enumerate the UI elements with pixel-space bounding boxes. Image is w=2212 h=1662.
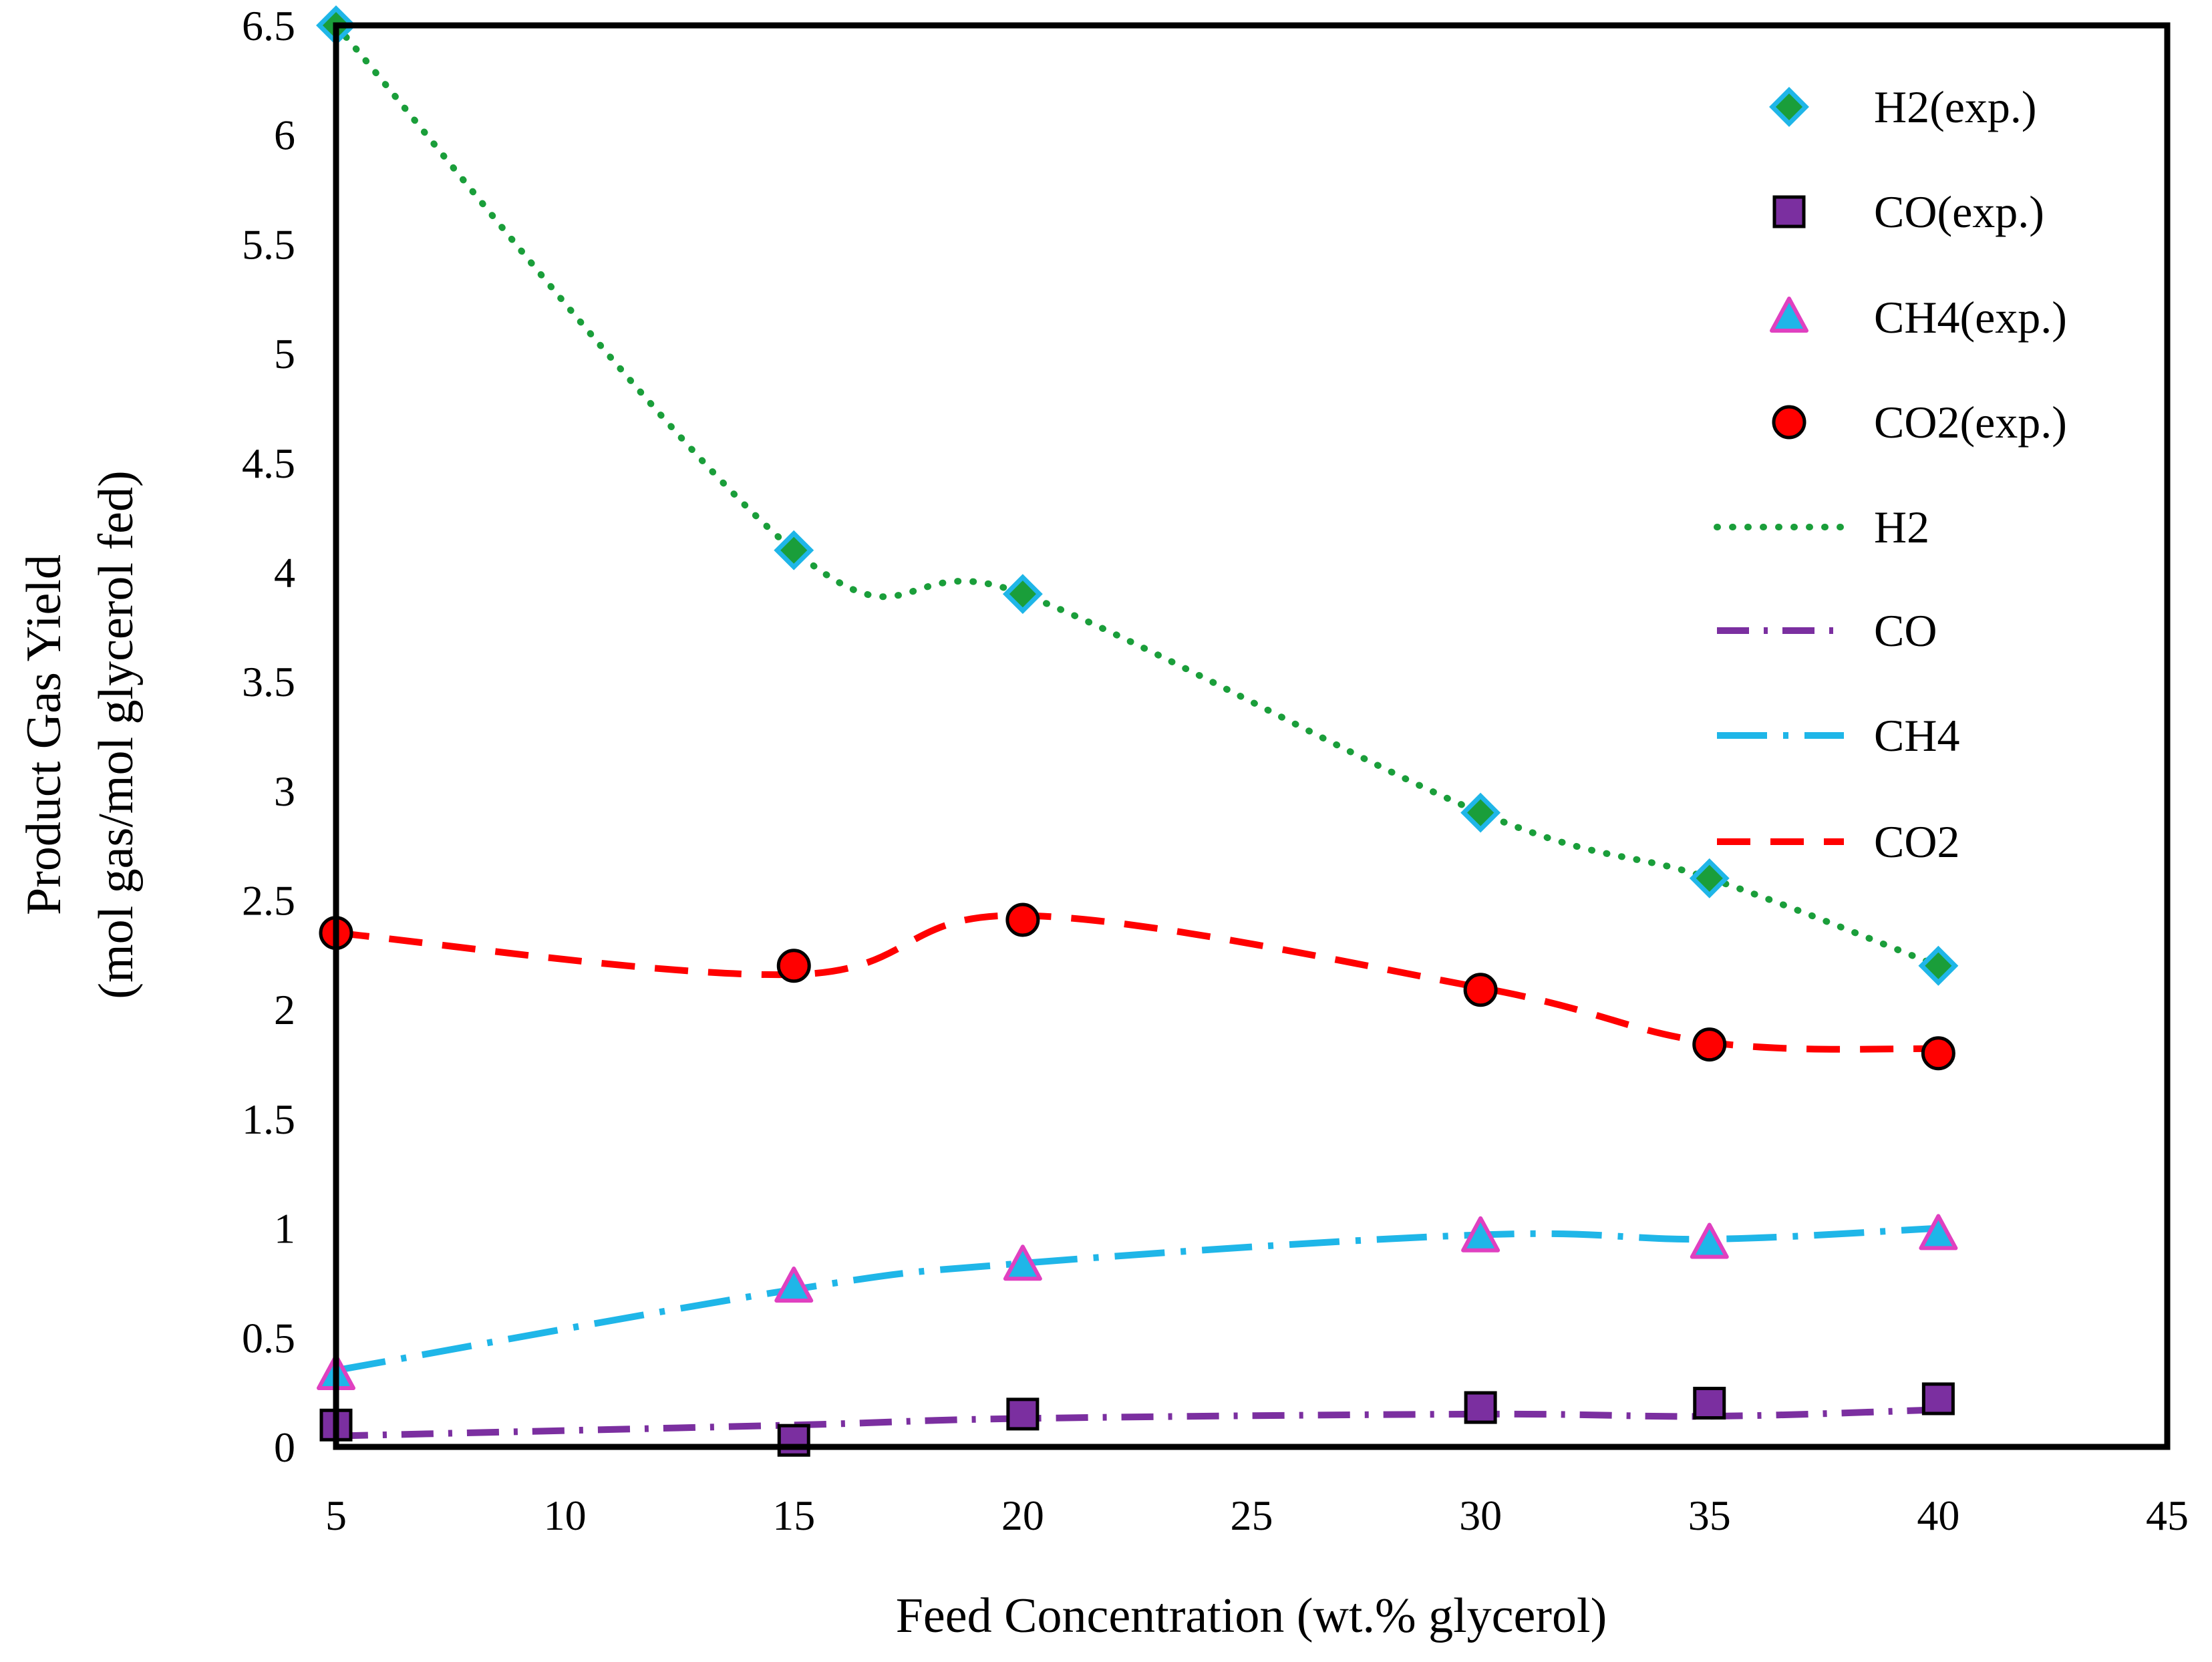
legend-item-co-exp: CO(exp.) (1772, 186, 2044, 237)
y-tick-label: 2 (274, 986, 295, 1033)
legend-item-ch4: CH4 (1717, 710, 1959, 761)
y-axis-title-line1: Product Gas Yield (17, 554, 71, 915)
x-tick-label: 40 (1917, 1492, 1959, 1539)
legend-swatch-co-exp (1772, 195, 1806, 228)
data-point-co2-exp-30 (1463, 973, 1498, 1007)
x-tick-label: 20 (1001, 1492, 1044, 1539)
data-point-co-exp-40 (1921, 1382, 1955, 1416)
y-tick-label: 3.5 (242, 658, 295, 705)
data-point-ch4-exp-15 (774, 1267, 814, 1303)
legend-label: CO2(exp.) (1874, 397, 2067, 448)
legend-label: H2 (1874, 502, 1929, 552)
y-tick-label: 5.5 (242, 220, 295, 268)
x-tick-label: 5 (325, 1492, 347, 1539)
data-point-h2-exp-40 (1918, 945, 1959, 986)
legend-item-h2: H2 (1714, 502, 1929, 552)
data-point-co-exp-35 (1693, 1387, 1726, 1420)
legend-swatch-h2-exp (1769, 87, 1809, 127)
data-point-h2-exp-30 (1460, 792, 1501, 833)
data-point-h2-exp-35 (1689, 858, 1730, 898)
legend-item-co: CO (1717, 605, 1937, 656)
x-tick-label: 25 (1231, 1492, 1273, 1539)
legend-item-co2: CO2 (1717, 816, 1959, 867)
y-axis-title-line2: (mol gas/mol glycerol fed) (89, 470, 144, 999)
legend-item-co2-exp: CO2(exp.) (1772, 397, 2067, 448)
legend-item-h2-exp: H2(exp.) (1769, 81, 2037, 132)
data-point-ch4-exp-40 (1919, 1214, 1958, 1251)
x-tick-label: 10 (544, 1492, 587, 1539)
y-tick-label: 1 (274, 1205, 295, 1253)
data-point-h2-exp-15 (774, 530, 814, 570)
data-point-co-exp-20 (1006, 1397, 1040, 1431)
y-axis-tick-labels: 0 0.5 1 1.5 2 2.5 3 3.5 4 4.5 5 5.5 6 6.5 (242, 2, 295, 1471)
y-tick-label: 0.5 (242, 1314, 295, 1361)
data-point-co2-exp-20 (1005, 902, 1040, 937)
y-tick-label: 4 (274, 548, 295, 596)
legend-label: CH4(exp.) (1874, 292, 2067, 343)
x-tick-label: 35 (1688, 1492, 1731, 1539)
data-point-co-exp-15 (777, 1424, 810, 1457)
series-line-co (335, 1406, 1939, 1440)
legend-label: CO(exp.) (1874, 186, 2044, 237)
legend: H2(exp.) CO(exp.) CH4(exp.) CO2(exp.) H2 CO CH… (1714, 81, 2067, 867)
legend-label: H2(exp.) (1874, 81, 2037, 132)
data-point-co2-exp-35 (1692, 1027, 1727, 1062)
data-point-ch4-exp-35 (1690, 1222, 1729, 1259)
x-axis-title: Feed Concentration (wt.% glycerol) (896, 1589, 1607, 1643)
data-point-co2-exp-40 (1921, 1036, 1955, 1071)
y-tick-label: 6.5 (242, 2, 295, 49)
legend-swatch-co2-exp (1772, 405, 1806, 440)
x-axis-tick-labels: 5 10 15 20 25 30 35 40 45 (325, 1492, 2189, 1539)
y-tick-label: 5 (274, 330, 295, 377)
y-tick-label: 4.5 (242, 440, 295, 487)
data-point-h2-exp-20 (1002, 574, 1043, 615)
x-tick-label: 45 (2146, 1492, 2189, 1539)
legend-label: CO2 (1874, 816, 1959, 867)
data-point-co2-exp-15 (776, 949, 811, 983)
plot-area-frame (333, 22, 2171, 1450)
legend-label: CH4 (1874, 710, 1959, 761)
x-tick-label: 15 (772, 1492, 815, 1539)
legend-swatch-ch4-exp (1770, 297, 1808, 333)
y-tick-label: 6 (274, 112, 295, 159)
y-tick-label: 3 (274, 768, 295, 815)
y-tick-label: 0 (274, 1424, 295, 1471)
legend-label: CO (1874, 605, 1937, 656)
y-tick-label: 1.5 (242, 1096, 295, 1143)
data-point-ch4-exp-30 (1461, 1216, 1500, 1253)
data-point-ch4-exp-20 (1003, 1244, 1042, 1281)
legend-item-ch4-exp: CH4(exp.) (1770, 292, 2067, 343)
x-tick-label: 30 (1459, 1492, 1502, 1539)
y-tick-label: 2.5 (242, 877, 295, 925)
data-point-co-exp-30 (1464, 1391, 1497, 1424)
